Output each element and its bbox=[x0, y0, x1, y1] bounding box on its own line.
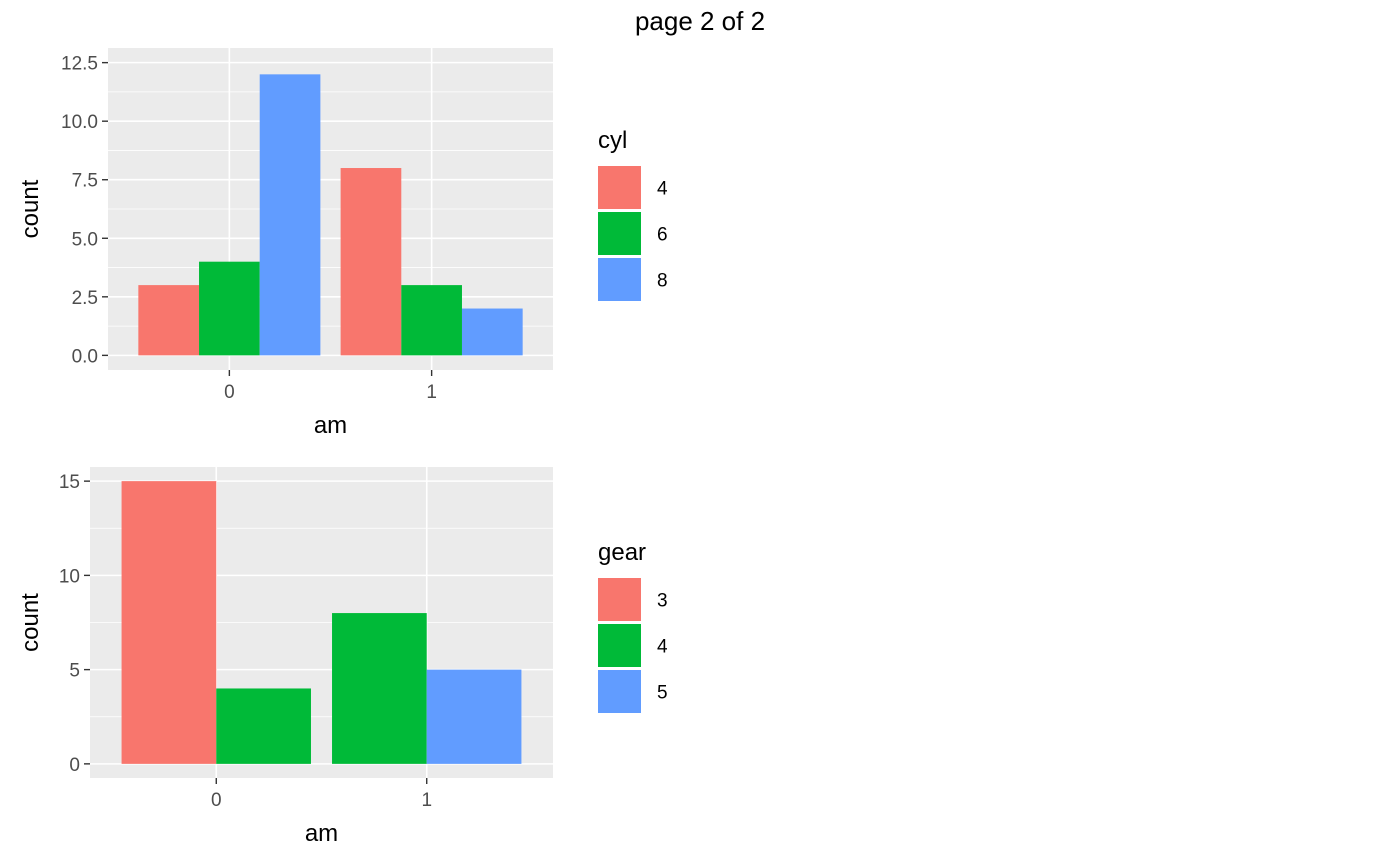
y-axis-title: count bbox=[17, 593, 44, 652]
y-tick-label: 12.5 bbox=[61, 54, 98, 75]
y-axis-title: count bbox=[17, 179, 44, 238]
y-tick-label: 15 bbox=[59, 472, 80, 493]
y-tick-label: 10.0 bbox=[61, 112, 98, 133]
y-tick-label: 5 bbox=[69, 661, 80, 682]
legend-title: cyl bbox=[598, 127, 627, 154]
legend-key-8 bbox=[598, 258, 641, 301]
y-tick-label: 2.5 bbox=[72, 288, 98, 309]
bar-am1-gear5 bbox=[426, 669, 522, 764]
legend-key-5 bbox=[598, 670, 641, 713]
legend-label: 4 bbox=[657, 637, 668, 658]
x-axis-title: am bbox=[314, 412, 347, 439]
y-tick-label: 0 bbox=[69, 755, 80, 776]
legend-key-4 bbox=[598, 166, 641, 209]
y-tick-label: 5.0 bbox=[72, 229, 98, 250]
x-tick-label: 1 bbox=[426, 382, 437, 403]
bar-am1-cyl8 bbox=[461, 308, 523, 356]
bar-am1-cyl4 bbox=[340, 168, 402, 356]
page-title: page 2 of 2 bbox=[634, 6, 766, 36]
bar-am0-gear4 bbox=[216, 688, 311, 764]
x-tick-label: 0 bbox=[224, 382, 235, 403]
legend-key-4 bbox=[598, 624, 641, 667]
bar-am0-cyl8 bbox=[259, 74, 321, 356]
legend-label: 5 bbox=[657, 683, 668, 704]
y-tick-label: 0.0 bbox=[72, 346, 98, 367]
bar-am1-gear4 bbox=[332, 613, 427, 764]
legend-label: 3 bbox=[657, 591, 668, 612]
bar-am0-cyl6 bbox=[199, 261, 260, 356]
legend-title: gear bbox=[598, 539, 646, 566]
legend-label: 6 bbox=[657, 225, 668, 246]
legend-key-3 bbox=[598, 578, 641, 621]
bar-am0-cyl4 bbox=[138, 285, 200, 356]
x-tick-label: 1 bbox=[421, 790, 432, 811]
legend-label: 4 bbox=[657, 179, 668, 200]
bar-am0-gear3 bbox=[121, 481, 217, 764]
legend-key-6 bbox=[598, 212, 641, 255]
bar-am1-cyl6 bbox=[401, 285, 462, 356]
legend-label: 8 bbox=[657, 271, 668, 292]
y-tick-label: 7.5 bbox=[72, 171, 98, 192]
y-tick-label: 10 bbox=[59, 566, 80, 587]
x-tick-label: 0 bbox=[211, 790, 222, 811]
x-axis-title: am bbox=[305, 820, 338, 847]
